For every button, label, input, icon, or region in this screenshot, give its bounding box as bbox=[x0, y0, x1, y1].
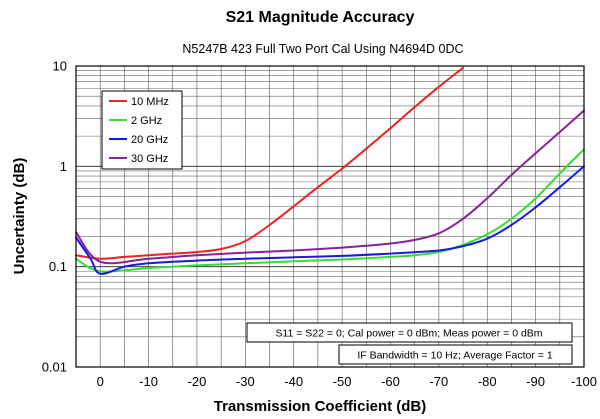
x-axis-title: Transmission Coefficient (dB) bbox=[214, 398, 427, 415]
plot-frame bbox=[75, 65, 585, 368]
series-line-10-mhz bbox=[75, 66, 464, 260]
y-tick-label: 0.01 bbox=[42, 360, 67, 375]
x-tick-label: -50 bbox=[333, 374, 352, 389]
tick-labels: 0 -10 -20 -30 -40 -50 -60 -70 -80 -90 -100 0.01 0.1 1… bbox=[42, 59, 597, 390]
legend-label: 10 MHz bbox=[131, 96, 169, 108]
annotation-box-1 bbox=[246, 322, 573, 343]
chart-title: S21 Magnitude Accuracy bbox=[226, 9, 415, 26]
legend-label: 30 GHz bbox=[131, 153, 168, 165]
annotation-conditions: S11 = S22 = 0; Cal power = 0 dBm; Meas p… bbox=[275, 328, 542, 340]
legend-box bbox=[101, 90, 183, 170]
y-axis-title: Uncertainty (dB) bbox=[11, 158, 28, 275]
x-tick-label: -30 bbox=[236, 374, 255, 389]
x-tick-label: -10 bbox=[139, 374, 158, 389]
x-tick-label: -20 bbox=[188, 374, 207, 389]
x-tick-label: -40 bbox=[284, 374, 303, 389]
y-tick-label: 1 bbox=[60, 159, 67, 174]
series-line-2-ghz bbox=[75, 148, 585, 273]
legend-label: 2 GHz bbox=[131, 115, 162, 127]
x-tick-label: -70 bbox=[429, 374, 448, 389]
chart-subtitle: N5247B 423 Full Two Port Cal Using N4694… bbox=[182, 42, 463, 56]
series-line-20-ghz bbox=[75, 165, 585, 275]
series-lines bbox=[75, 66, 585, 275]
annotation-box-2 bbox=[338, 344, 573, 365]
x-tick-label: -60 bbox=[381, 374, 400, 389]
x-tick-label: -90 bbox=[526, 374, 545, 389]
x-tick-label: -80 bbox=[478, 374, 497, 389]
series-line-30-ghz bbox=[75, 109, 585, 265]
annotation-if-bandwidth: IF Bandwidth = 10 Hz; Average Factor = 1 bbox=[357, 350, 552, 362]
legend: 10 MHz 2 GHz 20 GHz 30 GHz bbox=[101, 90, 183, 170]
legend-label: 20 GHz bbox=[131, 134, 168, 146]
annotations: S11 = S22 = 0; Cal power = 0 dBm; Meas p… bbox=[246, 322, 573, 365]
x-tick-label: -100 bbox=[571, 374, 597, 389]
x-tick-label: 0 bbox=[97, 374, 104, 389]
y-tick-label: 10 bbox=[53, 59, 67, 74]
y-tick-label: 0.1 bbox=[49, 259, 67, 274]
